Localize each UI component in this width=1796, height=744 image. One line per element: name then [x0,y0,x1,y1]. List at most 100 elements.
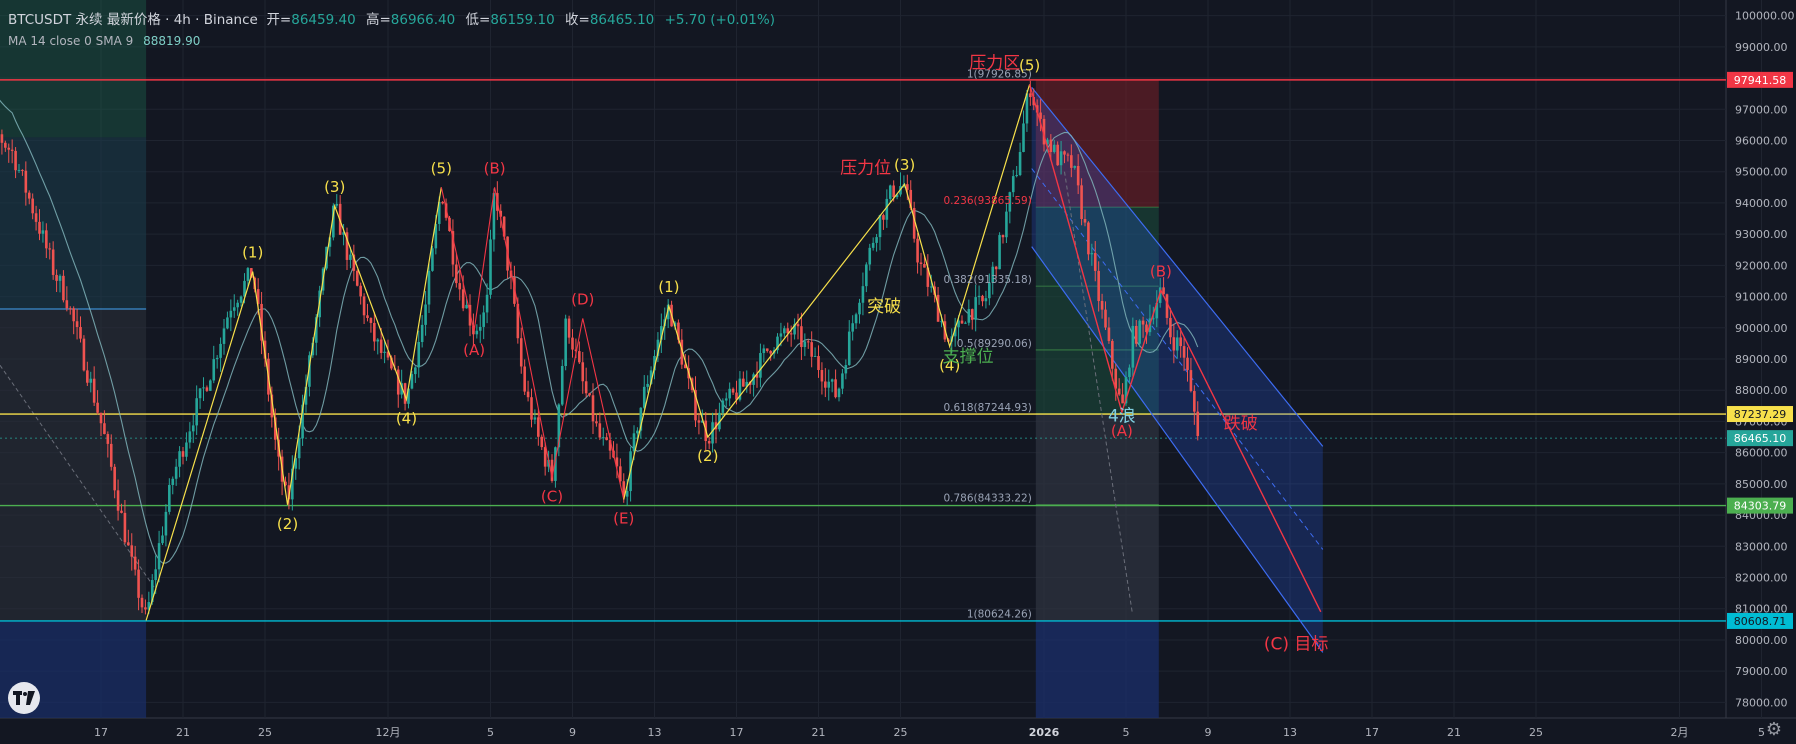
wave-label: (5) [431,159,452,177]
candle-body [888,185,892,199]
candle-body [127,542,130,546]
candle-body [4,142,7,148]
candle-body [123,512,127,543]
candle-body [759,353,762,378]
candle-body [834,379,837,398]
candle-body [1093,253,1097,271]
candle-body [185,442,188,457]
candle-body [386,351,390,358]
candle-body [660,326,663,340]
wave-label: (1) [658,278,679,296]
candle-body [458,283,462,290]
candle-body [601,437,605,439]
candle-body [697,420,701,423]
candle-body [1196,411,1200,436]
candle-body [1114,368,1118,389]
candle-body [683,364,687,369]
candle-body [294,458,298,469]
candle-body [639,407,643,431]
candle-body [673,322,677,327]
candle-body [366,315,369,319]
candle-body [400,383,403,395]
fib-label: 0.382(91335.18) [943,274,1031,286]
y-tick-label: 89000.00 [1735,353,1788,366]
candle-body [1049,139,1053,152]
candle-body [1107,327,1111,341]
price-tag [1727,430,1793,447]
candle-body [236,302,239,308]
candle-body [519,338,523,367]
candle-body [1111,340,1114,369]
candle-body [854,314,858,324]
candle-body [738,378,742,400]
candle-body [984,298,988,302]
candle-body [1076,165,1080,186]
candle-body [38,221,41,234]
price-tag-label: 97941.58 [1734,74,1787,87]
candle-body [882,215,885,220]
candle-body [27,192,31,199]
candle-body [560,366,564,405]
wave-abcde-red [440,187,625,500]
candle-body [1083,218,1087,223]
candle-body [588,393,591,396]
candle-body [847,331,851,366]
tradingview-logo[interactable] [8,682,40,714]
y-tick-label: 79000.00 [1735,665,1788,678]
indicator-legend[interactable]: MA 14 close 0 SMA 9 88819.90 [8,34,200,48]
candle-body [270,394,274,418]
zone-right-red [1035,79,1159,208]
candle-body [1165,294,1169,318]
wave-label: (4) [396,410,417,428]
candle-body [800,326,803,348]
candle-body [332,205,335,238]
candle-body [168,484,171,512]
candle-body [1134,325,1138,344]
candle-body [1090,253,1094,255]
candle-body [1182,346,1186,358]
candle-body [711,422,714,444]
fib-label: 0.786(84333.22) [943,493,1031,505]
y-tick-label: 97000.00 [1735,103,1788,116]
candle-body [89,378,93,383]
candle-body [537,417,540,437]
settings-gear-icon[interactable]: ⚙ [1765,719,1782,740]
candle-body [1097,270,1100,301]
candle-body [892,185,895,198]
candle-body [762,348,766,354]
candle-body [219,343,222,358]
candle-body [492,193,496,240]
candle-body [407,388,410,404]
x-tick-label: 17 [730,726,744,739]
candle-body [1128,367,1131,378]
symbol-label[interactable]: BTCUSDT 永续 最新价格 · 4h · Binance [8,12,258,28]
candle-body [45,230,48,249]
fib-label: 1(97926.85) [967,68,1032,80]
candle-body [735,392,738,400]
annotation-label: 4浪 [1108,406,1136,426]
candle-body [591,395,595,422]
candle-body [195,398,198,426]
candle-body [567,318,571,338]
candle-body [243,280,246,297]
candle-body [837,388,841,398]
candle-body [793,324,796,335]
candle-body [557,404,561,448]
candle-body [936,294,940,322]
price-tag [1727,497,1793,514]
candle-body [14,150,17,171]
candle-body [981,295,984,302]
candle-body [232,307,236,311]
candle-body [21,169,24,171]
candle-body [1138,320,1141,344]
annotation-label: 跌破 [1224,414,1258,434]
indicator-value: 88819.90 [143,34,201,48]
candle-body [410,374,414,389]
candle-body [977,295,981,298]
candle-body [666,304,670,320]
candle-body [926,267,930,287]
candle-body [396,369,400,395]
candle-body [919,262,923,265]
candle-body [431,248,434,271]
